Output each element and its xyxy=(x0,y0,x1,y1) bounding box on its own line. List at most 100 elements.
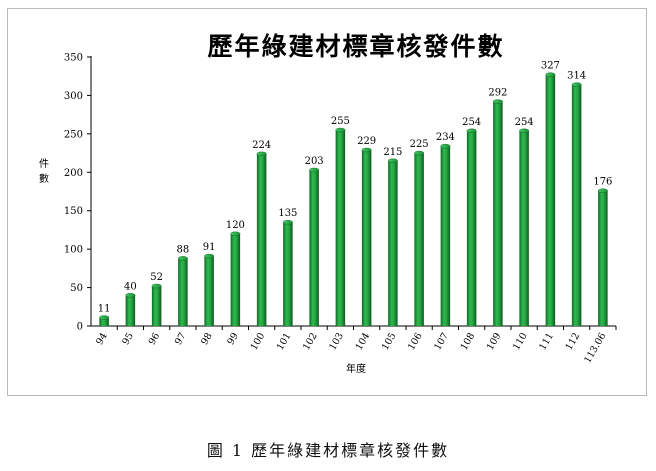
bar-value-label: 176 xyxy=(593,177,612,188)
bar-value-label: 255 xyxy=(331,116,350,127)
bar xyxy=(335,127,346,326)
bar-body xyxy=(178,258,188,326)
bar-body xyxy=(99,317,109,326)
x-tick-label: 95 xyxy=(120,331,136,347)
x-tick-label: 94 xyxy=(94,331,110,347)
bar-value-label: 203 xyxy=(305,156,324,167)
x-tick-label: 104 xyxy=(354,331,373,352)
y-tick-label: 350 xyxy=(64,53,83,64)
value-labels: 11 40 52 88 91 120 224 135 203 255 229 215 225 234 254… xyxy=(98,61,613,315)
bar-value-label: 292 xyxy=(488,88,507,99)
bar-cap xyxy=(571,82,582,87)
bar-body xyxy=(361,149,372,326)
bar-cap xyxy=(125,293,136,298)
x-tick-label: 97 xyxy=(173,331,189,347)
bar-body xyxy=(309,169,319,326)
bar-body xyxy=(466,130,477,326)
bar-body xyxy=(493,101,503,326)
bar xyxy=(466,128,477,326)
x-tick-label: 105 xyxy=(380,331,399,352)
bar-value-label: 88 xyxy=(177,244,190,255)
bar-value-label: 120 xyxy=(226,220,245,231)
bar-value-label: 234 xyxy=(436,132,455,143)
x-tick-label: 108 xyxy=(459,331,478,352)
bar-cap xyxy=(387,158,398,163)
bar xyxy=(571,82,582,326)
bar-body xyxy=(414,153,424,326)
bar-cap xyxy=(309,167,320,173)
bar xyxy=(125,293,136,326)
bar-cap xyxy=(204,253,215,259)
bar-cap xyxy=(230,231,241,236)
bar-value-label: 135 xyxy=(278,208,297,219)
bar xyxy=(99,315,110,326)
bar-value-label: 224 xyxy=(252,140,271,151)
bar xyxy=(414,150,425,326)
x-tick-label: 96 xyxy=(147,331,163,347)
bar-value-label: 327 xyxy=(541,61,560,72)
y-tick-label: 50 xyxy=(70,283,83,294)
x-tick-label: 106 xyxy=(406,331,425,352)
bar xyxy=(309,167,320,326)
bar-cap xyxy=(492,99,503,104)
bar-cap xyxy=(256,151,267,157)
bar xyxy=(151,283,162,326)
y-axis-label-char: 數 xyxy=(39,172,49,185)
y-tick-label: 250 xyxy=(64,129,83,140)
bar-cap xyxy=(519,128,530,133)
bar xyxy=(204,253,215,326)
x-tick-label: 101 xyxy=(275,331,294,352)
x-tick-label: 109 xyxy=(485,331,504,352)
y-tick-label: 0 xyxy=(77,322,83,333)
bar-body xyxy=(545,74,556,326)
x-tick-label: 111 xyxy=(537,331,556,352)
y-tick-label: 100 xyxy=(64,245,83,256)
bar-body xyxy=(388,160,398,326)
bar-value-label: 254 xyxy=(515,117,534,128)
bar-body xyxy=(204,256,214,326)
bar xyxy=(361,147,372,326)
x-tick-label: 98 xyxy=(199,331,215,347)
bar-body xyxy=(335,130,346,326)
bar-cap xyxy=(440,143,451,149)
bar-value-label: 229 xyxy=(357,136,376,147)
bar-value-label: 225 xyxy=(410,139,429,150)
bar-cap xyxy=(335,127,346,133)
bar xyxy=(545,72,556,326)
bar xyxy=(177,256,188,326)
x-tick-label: 110 xyxy=(511,331,530,352)
bar xyxy=(440,143,451,326)
bar xyxy=(492,99,503,326)
y-axis-label-char: 件 xyxy=(39,158,49,170)
axes xyxy=(90,56,616,327)
figure-caption: 圖 1 歷年綠建材標章核發件數 xyxy=(206,441,450,460)
y-tick-label: 300 xyxy=(64,91,83,102)
bar-value-label: 254 xyxy=(462,117,481,128)
bar xyxy=(597,188,608,326)
y-tick-label: 150 xyxy=(64,206,83,217)
chart-title: 歷年綠建材標章核發件數 xyxy=(207,32,504,61)
x-ticks: 94 95 96 97 98 99 100 101 102 103 104 105 106 107 108 1… xyxy=(94,326,617,365)
bar xyxy=(519,128,530,326)
y-axis-label: 件數 xyxy=(39,158,49,185)
bar-body xyxy=(125,295,136,326)
bar-chart: 歷年綠建材標章核發件數 件數 年度 050100150200250300350 … xyxy=(39,32,617,375)
bar-body xyxy=(598,190,608,326)
bar-value-label: 215 xyxy=(383,147,402,158)
bar-body xyxy=(519,130,529,326)
bar-cap xyxy=(361,147,372,153)
bar-value-label: 91 xyxy=(203,242,216,253)
y-ticks: 0 50 100 150 200 250 300 350 xyxy=(64,53,91,333)
bar-cap xyxy=(414,150,425,156)
bar-cap xyxy=(466,128,477,133)
bar-body xyxy=(151,286,162,326)
bar-cap xyxy=(99,315,110,320)
x-tick-label: 112 xyxy=(564,331,583,352)
bar-value-label: 11 xyxy=(98,304,111,315)
bar xyxy=(387,158,398,326)
x-tick-label: 100 xyxy=(249,331,268,352)
x-tick-label: 113.06 xyxy=(582,331,608,365)
bar-cap xyxy=(597,188,608,193)
bar-cap xyxy=(282,220,293,225)
bar-value-label: 314 xyxy=(567,71,586,82)
